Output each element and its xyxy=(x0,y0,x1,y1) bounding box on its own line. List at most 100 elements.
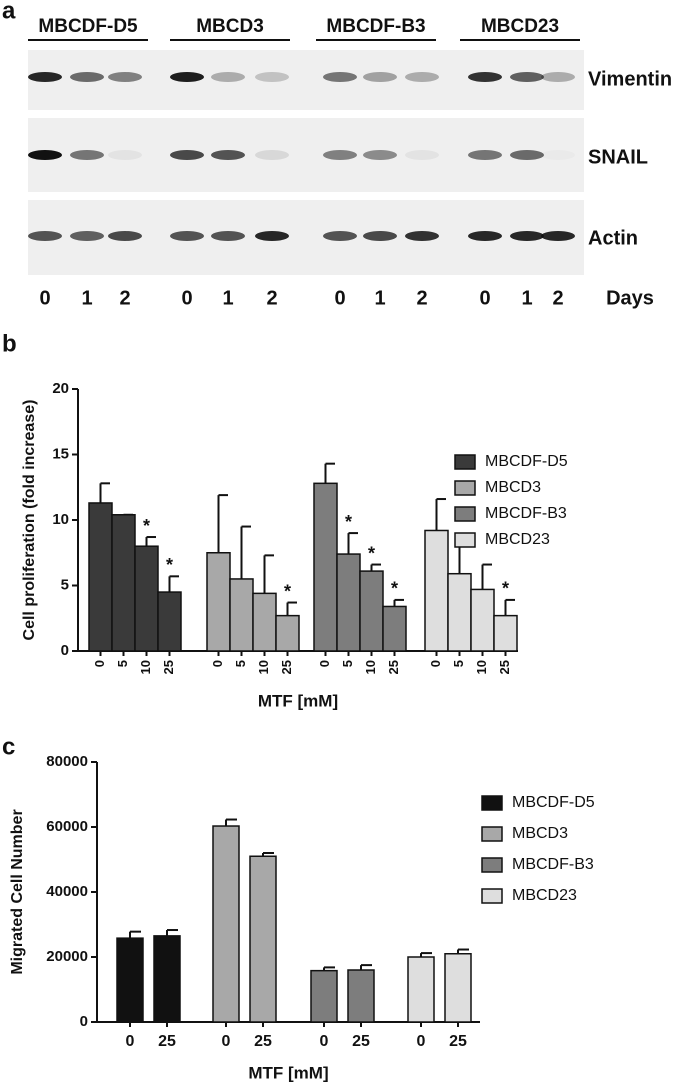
x-tick-label: 25 xyxy=(254,1033,272,1050)
x-tick-label: 5 xyxy=(233,660,248,667)
y-tick-label: 60000 xyxy=(46,818,88,835)
blot-band xyxy=(405,72,439,82)
lane-label: 0 xyxy=(39,287,50,309)
panel-label: c xyxy=(2,733,15,760)
blot-band xyxy=(323,150,357,160)
y-tick-label: 0 xyxy=(80,1013,88,1030)
y-tick-label: 20 xyxy=(52,380,69,397)
blot-band xyxy=(170,231,204,241)
blot-band xyxy=(28,150,62,160)
panel-label: a xyxy=(2,0,16,24)
legend-label: MBCD23 xyxy=(485,531,550,548)
bar xyxy=(347,969,375,1023)
bar xyxy=(382,605,407,652)
legend-swatch xyxy=(481,826,503,842)
blot-band xyxy=(323,231,357,241)
bar xyxy=(470,588,495,652)
x-tick-label: 10 xyxy=(474,660,489,674)
bar xyxy=(116,937,144,1023)
row-label: SNAIL xyxy=(588,146,648,168)
x-tick-label: 25 xyxy=(497,660,512,674)
bar xyxy=(249,855,277,1023)
blot-band xyxy=(170,150,204,160)
blot-band xyxy=(510,72,544,82)
x-tick-label: 0 xyxy=(320,1033,329,1050)
significance-mark: * xyxy=(166,555,173,575)
panel-label: b xyxy=(2,330,17,357)
row-label: Actin xyxy=(588,227,638,249)
blot-band xyxy=(363,72,397,82)
bar xyxy=(88,502,113,652)
legend-swatch xyxy=(481,857,503,873)
legend-label: MBCDF-B3 xyxy=(485,505,567,522)
bar xyxy=(447,572,472,652)
blot-band xyxy=(108,150,142,160)
y-tick-label: 5 xyxy=(61,576,69,593)
blot-band xyxy=(541,150,575,160)
bar xyxy=(444,953,472,1023)
blot-band xyxy=(255,150,289,160)
lane-label: 2 xyxy=(552,287,563,309)
bar xyxy=(336,553,361,652)
blot-band xyxy=(211,231,245,241)
blot-band xyxy=(170,72,204,82)
legend-swatch xyxy=(454,480,476,496)
legend-label: MBCDF-D5 xyxy=(485,453,568,470)
y-tick-label: 10 xyxy=(52,511,69,528)
blot-band xyxy=(363,231,397,241)
significance-mark: * xyxy=(143,516,150,536)
x-tick-label: 5 xyxy=(451,660,466,667)
bar xyxy=(212,825,240,1023)
x-tick-label: 0 xyxy=(417,1033,426,1050)
significance-mark: * xyxy=(391,579,398,599)
blot-band xyxy=(541,72,575,82)
x-axis-title: MTF [mM] xyxy=(258,691,338,710)
lane-label: 2 xyxy=(119,287,130,309)
blot-band xyxy=(108,72,142,82)
blot-band xyxy=(255,72,289,82)
significance-mark: * xyxy=(284,581,291,601)
bar xyxy=(313,482,338,652)
x-tick-label: 0 xyxy=(126,1033,135,1050)
bar xyxy=(252,592,277,652)
bar xyxy=(275,614,300,652)
significance-mark: * xyxy=(368,543,375,563)
x-tick-label: 25 xyxy=(352,1033,370,1050)
blot-band xyxy=(468,72,502,82)
legend-label: MBCD3 xyxy=(485,479,541,496)
blot-band xyxy=(211,72,245,82)
blot-band xyxy=(211,150,245,160)
blot-band xyxy=(468,231,502,241)
group-header: MBCD3 xyxy=(196,16,264,37)
legend-swatch xyxy=(454,506,476,522)
legend-label: MBCD3 xyxy=(512,825,568,842)
blot-band xyxy=(510,231,544,241)
legend-label: MBCDF-B3 xyxy=(512,856,594,873)
x-tick-label: 25 xyxy=(279,660,294,674)
lane-label: 0 xyxy=(334,287,345,309)
legend-swatch xyxy=(481,888,503,904)
y-tick-label: 40000 xyxy=(46,883,88,900)
y-tick-label: 20000 xyxy=(46,948,88,965)
x-tick-label: 5 xyxy=(115,660,130,667)
blot-band xyxy=(541,231,575,241)
blot-band xyxy=(70,72,104,82)
blot-band xyxy=(28,231,62,241)
lane-label: 0 xyxy=(181,287,192,309)
blot-band xyxy=(405,231,439,241)
blot-band xyxy=(108,231,142,241)
blot-band xyxy=(28,72,62,82)
blot-band xyxy=(70,150,104,160)
lanes-title: Days xyxy=(606,287,654,309)
x-tick-label: 0 xyxy=(222,1033,231,1050)
x-tick-label: 0 xyxy=(428,660,443,667)
lane-label: 0 xyxy=(479,287,490,309)
x-tick-label: 25 xyxy=(449,1033,467,1050)
blot-band xyxy=(405,150,439,160)
x-axis-title: MTF [mM] xyxy=(248,1063,328,1082)
x-tick-label: 25 xyxy=(161,660,176,674)
bar xyxy=(310,969,338,1023)
x-tick-label: 25 xyxy=(158,1033,176,1050)
group-header: MBCDF-D5 xyxy=(38,16,138,37)
